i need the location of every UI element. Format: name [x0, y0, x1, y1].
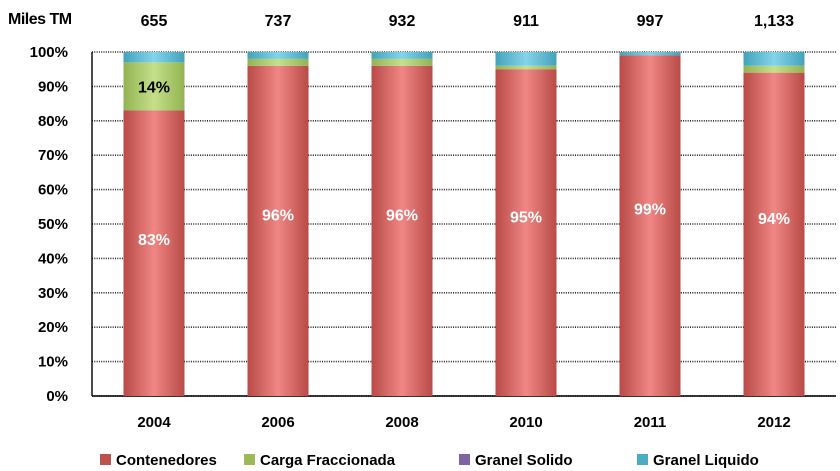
y-tick-label: 30% — [38, 285, 68, 302]
x-tick-label: 2010 — [509, 414, 542, 431]
total-label: 932 — [389, 13, 416, 30]
legend-label: Contenedores — [116, 452, 217, 469]
bar-segment-contenedores — [743, 72, 805, 396]
bar-segment-carga-fraccionada — [371, 58, 433, 66]
y-tick-label: 10% — [38, 354, 68, 371]
legend-label: Granel Liquido — [653, 452, 759, 469]
total-label: 997 — [637, 13, 664, 30]
legend-swatch — [637, 454, 648, 465]
y-tick-label: 100% — [30, 44, 68, 61]
legend-label: Granel Solido — [475, 452, 573, 469]
legend-swatch — [100, 454, 111, 465]
data-label: 96% — [386, 207, 418, 224]
y-tick-label: 20% — [38, 319, 68, 336]
y-tick-label: 90% — [38, 78, 68, 95]
bar-segment-carga-fraccionada — [247, 58, 309, 66]
total-label: 1,133 — [754, 13, 794, 30]
y-tick-label: 80% — [38, 113, 68, 130]
x-tick-label: 2012 — [757, 414, 790, 431]
y-tick-label: 60% — [38, 182, 68, 199]
x-tick-label: 2008 — [385, 414, 418, 431]
data-label: 99% — [634, 202, 666, 219]
data-label: 95% — [510, 209, 542, 226]
bar-segment-contenedores — [123, 110, 185, 396]
bar-segment-granel-liquido — [495, 52, 557, 66]
total-label: 911 — [513, 13, 539, 30]
bar-segment-granel-liquido — [123, 52, 185, 63]
bar-segment-contenedores — [495, 69, 557, 396]
bar-segment-contenedores — [371, 65, 433, 396]
bar-segment-granel-liquido — [371, 52, 433, 59]
bar-segment-granel-liquido — [743, 52, 805, 66]
data-label: 96% — [262, 207, 294, 224]
x-tick-label: 2004 — [137, 414, 171, 431]
unit-label: Miles TM — [8, 11, 72, 28]
legend-label: Carga Fraccionada — [260, 452, 396, 469]
bar-segment-carga-fraccionada — [123, 62, 185, 111]
x-tick-label: 2006 — [261, 414, 294, 431]
y-tick-label: 0% — [46, 388, 68, 405]
legend-swatch — [459, 454, 470, 465]
bar-segment-carga-fraccionada — [743, 65, 805, 73]
total-label: 737 — [265, 13, 292, 30]
x-tick-label: 2011 — [634, 414, 667, 431]
y-tick-label: 40% — [38, 250, 68, 267]
y-tick-label: 70% — [38, 147, 68, 164]
bar-segment-carga-fraccionada — [495, 65, 557, 70]
bar-segment-contenedores — [247, 65, 309, 396]
bar-segment-granel-liquido — [247, 52, 309, 59]
data-label: 14% — [138, 79, 170, 96]
total-label: 655 — [141, 13, 168, 30]
legend-swatch — [244, 454, 255, 465]
data-label: 94% — [758, 211, 790, 228]
bar-segment-contenedores — [619, 55, 681, 396]
data-label: 83% — [138, 232, 170, 249]
y-tick-label: 50% — [38, 216, 68, 233]
bar-segment-granel-liquido — [619, 52, 681, 56]
